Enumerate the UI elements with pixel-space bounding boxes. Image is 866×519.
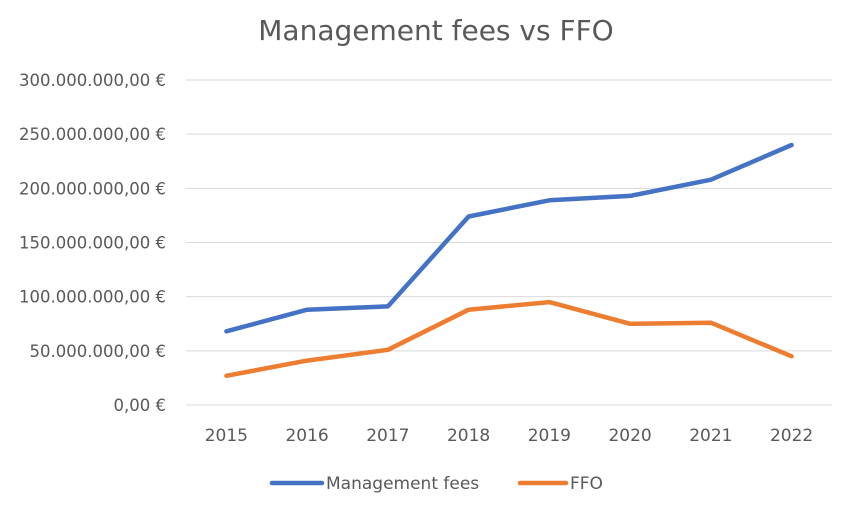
x-tick-label: 2016 (285, 426, 328, 446)
series-line-ffo (226, 302, 791, 376)
y-tick-label: 300.000.000,00 € (19, 71, 166, 90)
chart-title: Management fees vs FFO (258, 14, 613, 47)
x-tick-label: 2021 (689, 426, 732, 446)
y-axis-tick-labels: 0,00 € 50.000.000,00 € 100.000.000,00 € 150… (19, 71, 166, 415)
x-tick-label: 2015 (205, 426, 248, 446)
y-tick-label: 0,00 € (114, 396, 166, 415)
series-line-management-fees (226, 145, 791, 331)
legend-label: Management fees (326, 474, 479, 494)
legend-label: FFO (570, 474, 603, 494)
series-lines (226, 145, 791, 376)
x-tick-label: 2020 (608, 426, 651, 446)
y-tick-label: 150.000.000,00 € (19, 234, 166, 253)
x-tick-label: 2017 (366, 426, 409, 446)
y-tick-label: 200.000.000,00 € (19, 179, 166, 198)
y-tick-label: 100.000.000,00 € (19, 288, 166, 307)
legend: Management fees FFO (272, 474, 603, 494)
gridlines (186, 80, 832, 405)
x-tick-label: 2018 (447, 426, 490, 446)
y-tick-label: 250.000.000,00 € (19, 125, 166, 144)
y-tick-label: 50.000.000,00 € (30, 342, 166, 361)
x-axis-tick-labels: 2015 2016 2017 2018 2019 2020 2021 2022 (205, 426, 814, 446)
x-tick-label: 2019 (528, 426, 571, 446)
x-tick-label: 2022 (770, 426, 813, 446)
